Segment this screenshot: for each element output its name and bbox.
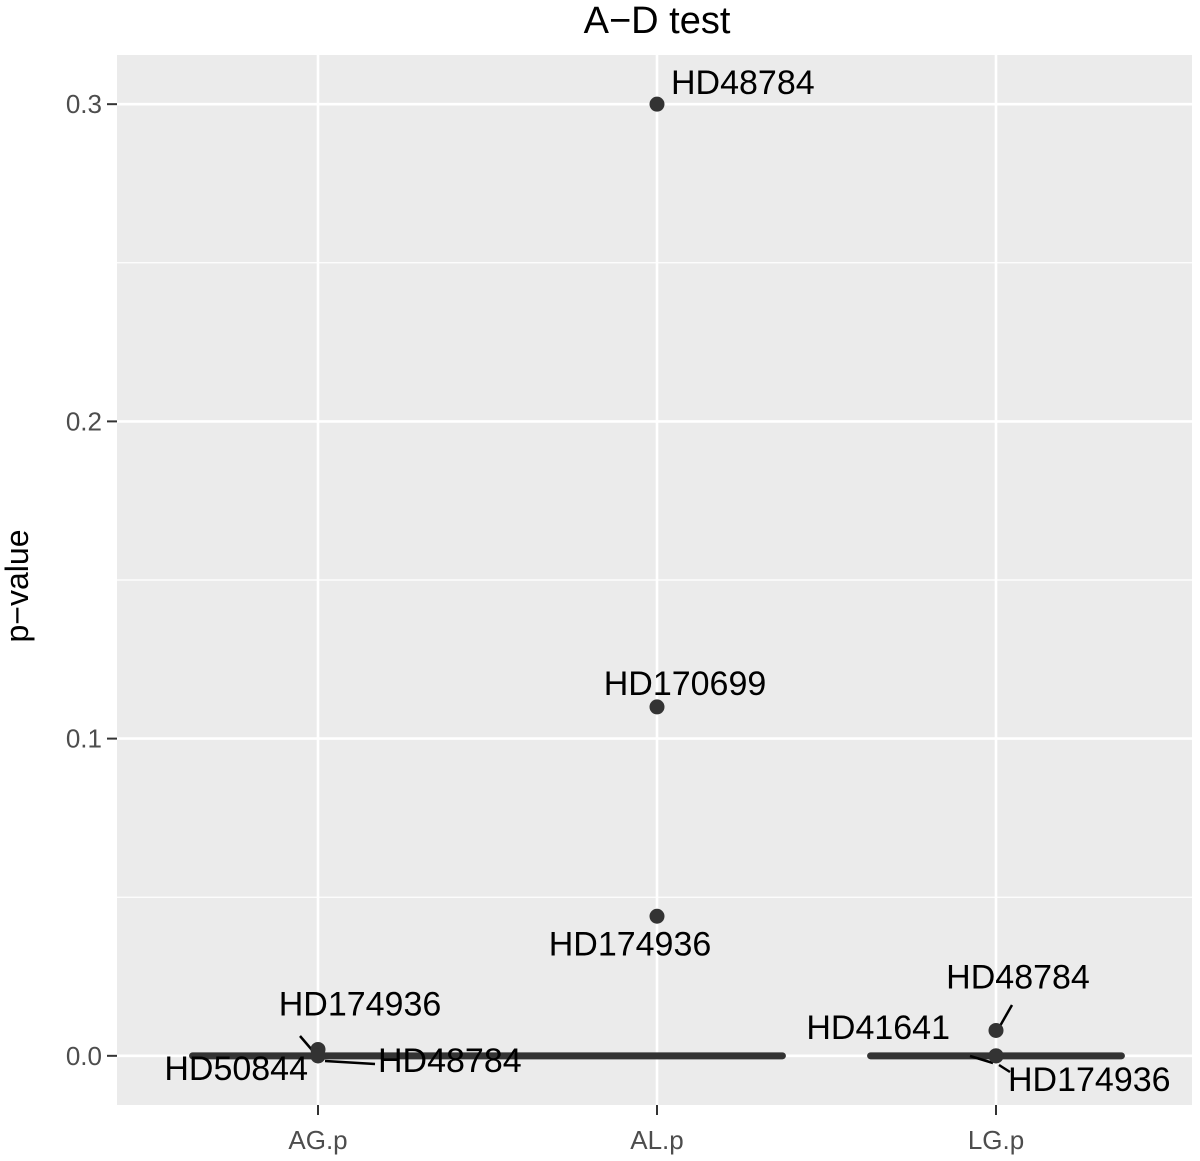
data-label: HD174936 xyxy=(279,985,442,1023)
x-tick-label: AG.p xyxy=(288,1125,347,1155)
data-point xyxy=(988,1022,1004,1038)
y-tick-label: 0.3 xyxy=(66,89,102,119)
y-tick-label: 0.2 xyxy=(66,406,102,436)
data-label: HD174936 xyxy=(1008,1061,1171,1099)
data-label: HD48784 xyxy=(946,958,1090,996)
data-points xyxy=(310,96,1004,1064)
data-label: HD41641 xyxy=(806,1009,950,1047)
leader-line xyxy=(324,1059,376,1066)
data-point xyxy=(988,1048,1004,1064)
data-point xyxy=(649,96,665,112)
leader-line xyxy=(998,1063,1011,1074)
y-axis-label: p−value xyxy=(0,530,35,643)
data-point xyxy=(649,699,665,715)
y-tick-label: 0.0 xyxy=(66,1041,102,1071)
chart-title: A−D test xyxy=(584,0,731,42)
data-label: HD174936 xyxy=(549,925,712,963)
data-labels: HD50844 HD174936 HD48784 HD48784 HD170699 HD1… xyxy=(164,64,1170,1099)
data-point xyxy=(649,908,665,924)
data-label: HD170699 xyxy=(604,665,767,703)
label-leader-lines xyxy=(299,1004,1014,1074)
minor-gridlines xyxy=(117,262,1192,898)
x-tick-label: AL.p xyxy=(630,1125,684,1155)
data-label: HD48784 xyxy=(671,64,815,102)
data-label: HD50844 xyxy=(164,1050,308,1088)
x-axis: AG.p AL.p LG.p xyxy=(288,1105,1024,1155)
y-tick-label: 0.1 xyxy=(66,724,102,754)
leader-line xyxy=(969,1054,994,1065)
data-label: HD48784 xyxy=(378,1042,522,1080)
x-tick-label: LG.p xyxy=(968,1125,1024,1155)
data-point xyxy=(310,1048,326,1064)
y-axis: 0.0 0.1 0.2 0.3 xyxy=(66,89,117,1071)
